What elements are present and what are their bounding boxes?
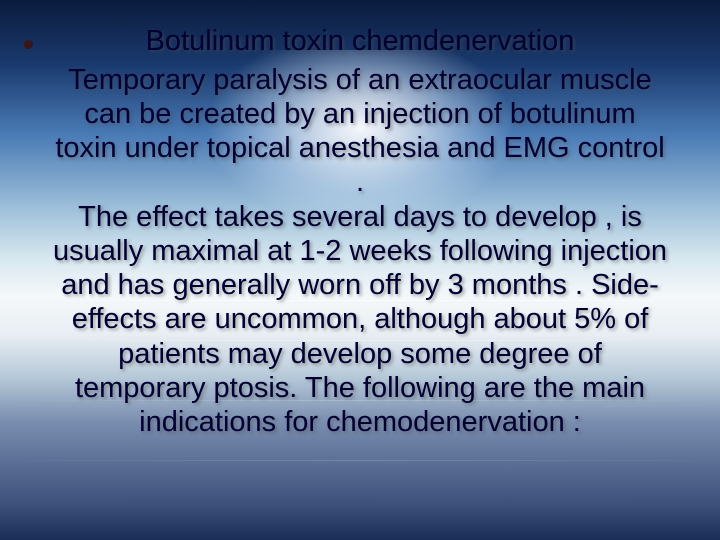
- slide: Botulinum toxin chemdenervation Temporar…: [0, 0, 720, 540]
- slide-content: Botulinum toxin chemdenervation Temporar…: [0, 24, 720, 439]
- slide-body: Temporary paralysis of an extraocular mu…: [50, 63, 670, 439]
- water-highlight: [0, 460, 720, 461]
- slide-title: Botulinum toxin chemdenervation: [50, 24, 670, 59]
